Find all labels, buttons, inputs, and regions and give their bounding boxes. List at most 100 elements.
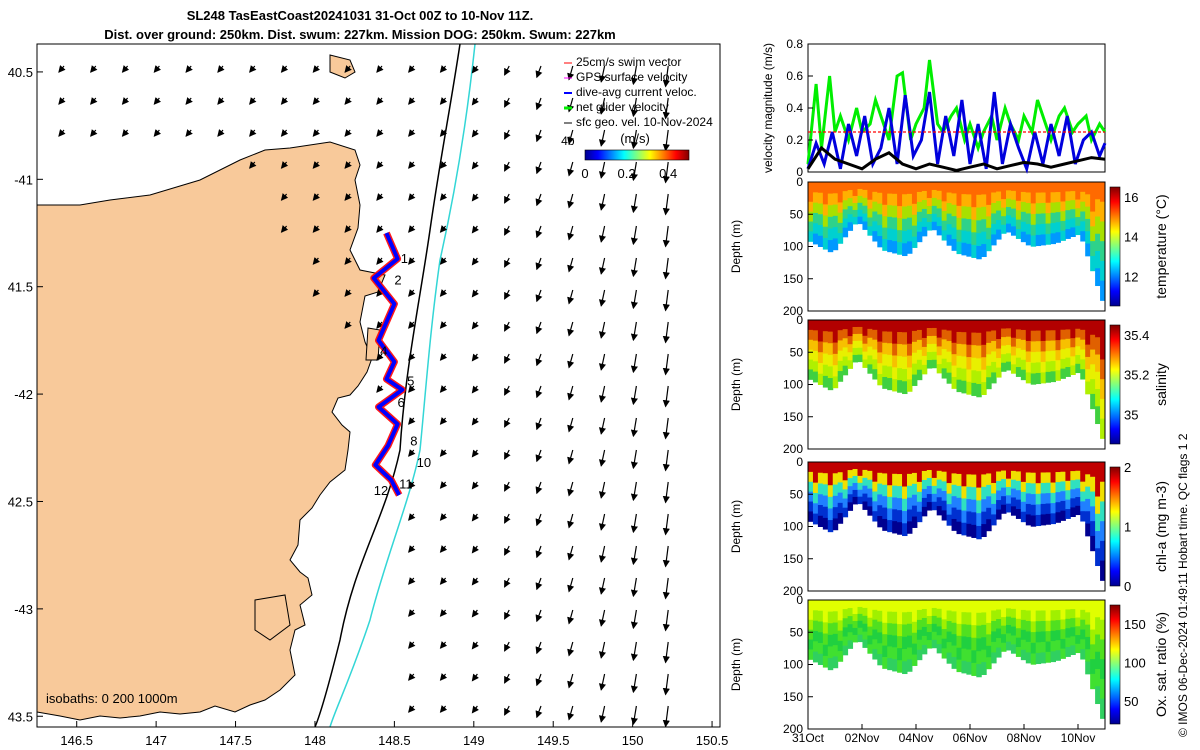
section-cell bbox=[847, 470, 854, 479]
section-cell bbox=[1055, 482, 1061, 493]
surface-vector-arrow bbox=[630, 129, 638, 150]
section-cell bbox=[812, 651, 819, 663]
section-cell bbox=[976, 513, 982, 527]
time-tick-label: 10Nov bbox=[1061, 731, 1096, 745]
section-cell bbox=[1065, 499, 1071, 510]
surface-vector-arrow bbox=[662, 289, 670, 312]
section-cell bbox=[832, 353, 839, 366]
surface-vector-arrow bbox=[249, 65, 257, 73]
section-cell bbox=[966, 637, 972, 650]
section-cell bbox=[936, 626, 943, 636]
section-cell bbox=[966, 661, 972, 675]
section-cell bbox=[1070, 227, 1076, 238]
section-cell bbox=[1050, 350, 1056, 362]
section-cell bbox=[976, 500, 982, 514]
section-cell bbox=[852, 347, 858, 356]
section-cell bbox=[1080, 191, 1086, 203]
section-cell bbox=[1085, 369, 1091, 383]
section-cell bbox=[971, 462, 977, 476]
section-cell bbox=[971, 345, 977, 359]
section-cell bbox=[867, 346, 873, 356]
section-cell bbox=[887, 623, 893, 636]
section-cell bbox=[827, 366, 834, 379]
surface-vector-arrow bbox=[408, 577, 416, 585]
section-cell bbox=[902, 381, 908, 395]
section-cell bbox=[911, 516, 918, 528]
section-cell bbox=[872, 201, 878, 213]
surface-vector-arrow bbox=[439, 289, 448, 297]
section-cell bbox=[832, 611, 839, 624]
section-cell bbox=[991, 223, 997, 235]
section-cell bbox=[1035, 320, 1042, 332]
section-cell bbox=[892, 497, 898, 510]
section-cell bbox=[1025, 213, 1032, 225]
section-cell bbox=[1095, 462, 1101, 480]
section-cell bbox=[996, 490, 1002, 501]
section-cell bbox=[847, 198, 854, 207]
section-cell bbox=[1006, 616, 1012, 626]
section-cell bbox=[1055, 320, 1061, 331]
section-cell bbox=[946, 372, 953, 384]
surface-vector-arrow bbox=[567, 161, 575, 177]
section-y-tick-label: 100 bbox=[783, 378, 803, 392]
surface-vector-arrow bbox=[90, 97, 98, 105]
surface-vector-arrow bbox=[471, 673, 479, 682]
section-cell bbox=[1010, 320, 1017, 330]
section-cell bbox=[941, 201, 948, 212]
section-cell bbox=[902, 636, 908, 650]
section-cell bbox=[1055, 360, 1061, 371]
surface-vector-arrow bbox=[567, 513, 575, 529]
section-cell bbox=[1001, 224, 1007, 234]
section-cell bbox=[926, 360, 933, 369]
section-cell bbox=[986, 239, 992, 252]
surface-vector-arrow bbox=[567, 417, 575, 433]
section-cell bbox=[966, 219, 972, 232]
section-cell bbox=[817, 621, 824, 633]
section-cell bbox=[976, 638, 982, 652]
velocity-series-line bbox=[806, 145, 1106, 172]
section-cell bbox=[1095, 337, 1101, 356]
section-cell bbox=[1045, 361, 1052, 373]
surface-vector-arrow bbox=[598, 609, 606, 627]
section-cell bbox=[911, 363, 918, 376]
section-cell bbox=[1035, 462, 1042, 474]
section-colorbar-tick: 12 bbox=[1124, 269, 1138, 284]
section-cell bbox=[902, 332, 908, 346]
surface-vector-arrow bbox=[312, 289, 321, 297]
section-cell bbox=[837, 610, 844, 621]
section-cell bbox=[1001, 216, 1007, 226]
surface-vector-arrow bbox=[567, 609, 575, 625]
section-cell bbox=[852, 600, 858, 608]
section-cell bbox=[1050, 492, 1056, 504]
surface-vector-arrow bbox=[408, 705, 416, 713]
section-cell bbox=[1095, 634, 1101, 653]
surface-vector-arrow bbox=[408, 385, 416, 393]
section-cell bbox=[1001, 625, 1007, 635]
surface-vector-arrow bbox=[535, 225, 543, 239]
section-cell bbox=[1100, 260, 1106, 282]
section-cell bbox=[921, 462, 928, 472]
section-cell bbox=[887, 634, 893, 647]
surface-vector-arrow bbox=[630, 97, 638, 118]
isobath-legend: isobaths: 0 200 1000m bbox=[46, 691, 178, 706]
section-cell bbox=[1080, 320, 1086, 331]
section-cell bbox=[1006, 470, 1012, 480]
section-cell bbox=[961, 368, 967, 382]
section-colorbar-label: temperature (°C) bbox=[1153, 194, 1169, 298]
section-cell bbox=[1015, 357, 1022, 368]
section-cell bbox=[867, 208, 873, 218]
section-cell bbox=[847, 640, 854, 649]
section-cell bbox=[808, 600, 814, 611]
section-cell bbox=[1070, 191, 1076, 201]
map-vector-label: 4b bbox=[561, 134, 575, 148]
section-cell bbox=[907, 320, 913, 333]
section-cell bbox=[1040, 652, 1047, 664]
section-cell bbox=[817, 494, 824, 506]
section-cell bbox=[1045, 320, 1052, 331]
section-cell bbox=[946, 213, 953, 225]
section-cell bbox=[808, 231, 814, 242]
section-cell bbox=[916, 462, 923, 473]
surface-vector-arrow bbox=[90, 65, 98, 73]
